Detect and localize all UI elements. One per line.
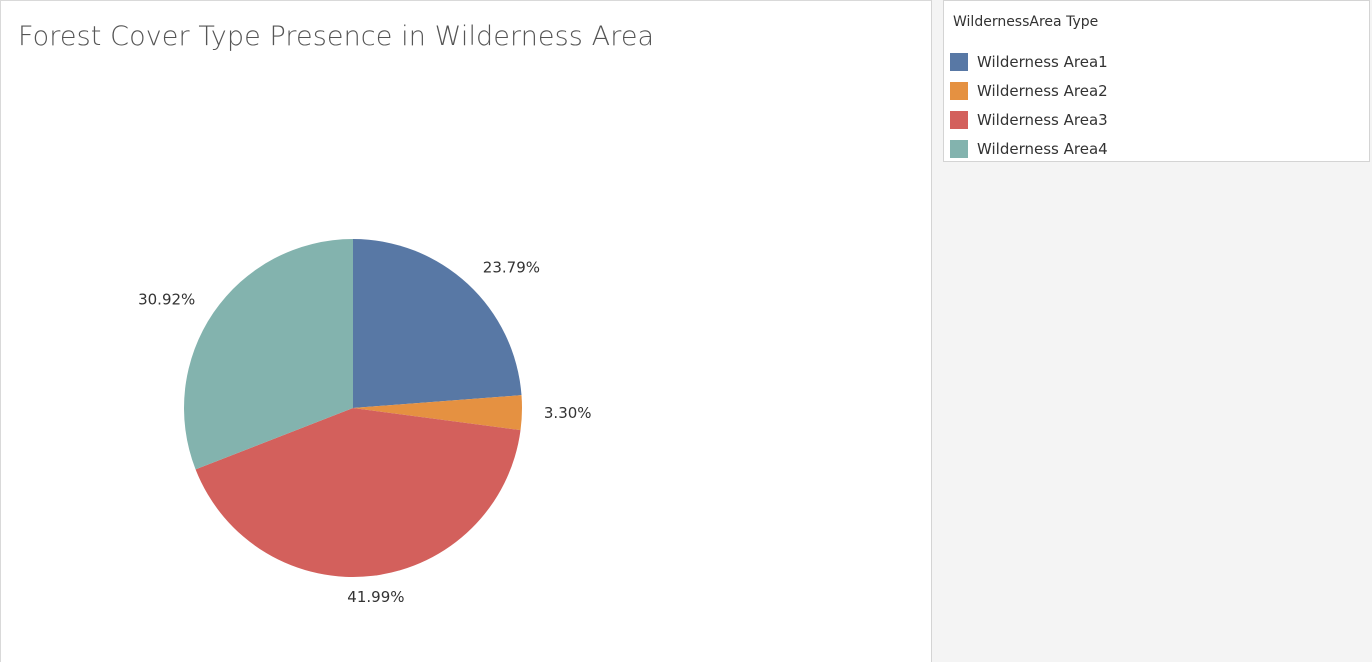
legend-item-wilderness-area4[interactable]: Wilderness Area4 bbox=[950, 134, 1108, 163]
pie-data-label-3: 41.99% bbox=[347, 588, 404, 606]
legend-list: Wilderness Area1 Wilderness Area2 Wilder… bbox=[950, 47, 1108, 163]
pie-slice-2[interactable] bbox=[353, 395, 522, 431]
legend-item-wilderness-area2[interactable]: Wilderness Area2 bbox=[950, 76, 1108, 105]
pie-data-label-4: 30.92% bbox=[138, 291, 195, 309]
legend-label: Wilderness Area1 bbox=[977, 52, 1108, 71]
chart-title: Forest Cover Type Presence in Wilderness… bbox=[18, 21, 655, 52]
pie-slice-3[interactable] bbox=[195, 408, 521, 577]
legend-item-wilderness-area3[interactable]: Wilderness Area3 bbox=[950, 105, 1108, 134]
pie-data-label-1: 23.79% bbox=[483, 258, 540, 276]
pie-slice-1[interactable] bbox=[353, 239, 522, 408]
legend-item-wilderness-area1[interactable]: Wilderness Area1 bbox=[950, 47, 1108, 76]
chart-pane: Forest Cover Type Presence in Wilderness… bbox=[0, 0, 932, 662]
legend-title: WildernessArea Type bbox=[953, 14, 1099, 30]
pie-data-label-2: 3.30% bbox=[544, 404, 592, 422]
legend-panel: WildernessArea Type Wilderness Area1 Wil… bbox=[943, 0, 1370, 162]
pie-chart: 23.79% 3.30% 41.99% 30.92% bbox=[138, 239, 592, 606]
legend-swatch bbox=[950, 139, 968, 158]
legend-label: Wilderness Area2 bbox=[977, 81, 1108, 100]
legend-label: Wilderness Area4 bbox=[977, 139, 1108, 158]
legend-label: Wilderness Area3 bbox=[977, 110, 1108, 129]
legend-swatch bbox=[950, 110, 968, 129]
legend-swatch bbox=[950, 52, 968, 71]
legend-swatch bbox=[950, 81, 968, 100]
pie-slice-4[interactable] bbox=[184, 239, 353, 470]
